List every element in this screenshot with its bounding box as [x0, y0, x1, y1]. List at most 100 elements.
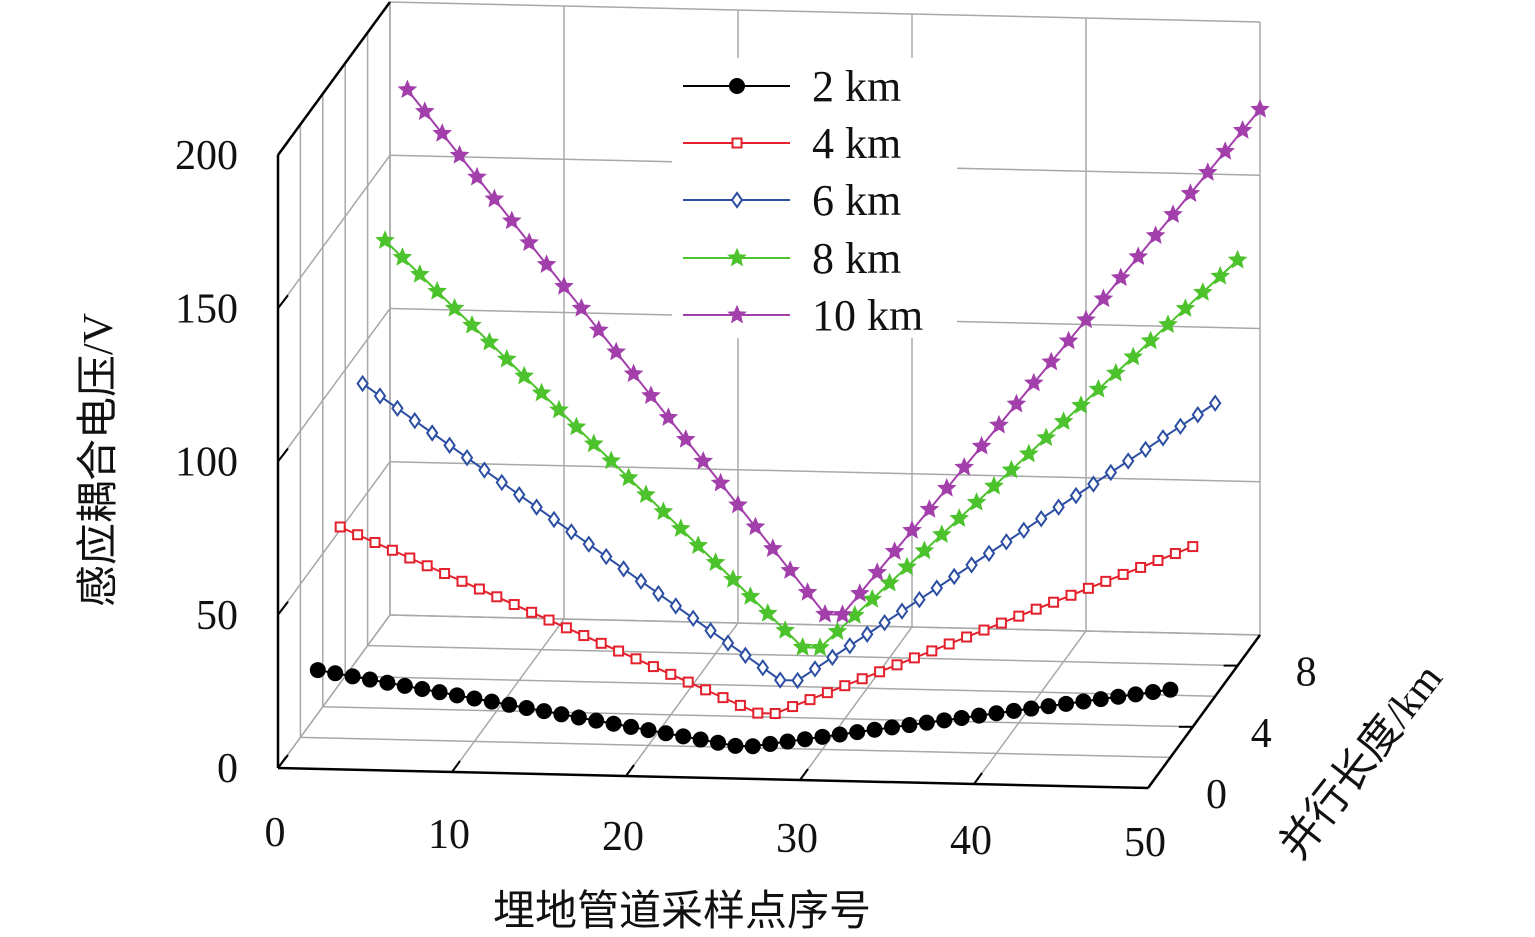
data-point [1110, 267, 1131, 287]
x-tick [451, 760, 461, 773]
floor-gridline [367, 644, 1238, 667]
data-point [652, 584, 665, 603]
data-point [827, 621, 848, 640]
x-tick-label: 50 [1124, 820, 1166, 866]
data-point [1123, 346, 1144, 366]
data-point [745, 516, 766, 536]
data-point [897, 556, 917, 576]
data-point [1005, 702, 1022, 719]
data-point [913, 590, 926, 609]
data-point [414, 681, 431, 698]
data-point [1075, 693, 1092, 710]
left-wall-gridline [277, 154, 391, 309]
x-axis-label: 埋地管道采样点序号 [493, 889, 871, 935]
data-point [947, 567, 961, 586]
legend-label: 10 km [812, 291, 923, 340]
data-point [1139, 440, 1152, 459]
data-point [670, 518, 691, 537]
y-tick [277, 294, 289, 309]
data-point [623, 718, 639, 735]
data-point [965, 556, 978, 574]
data-point [1158, 314, 1178, 334]
data-point [543, 614, 555, 626]
data-point [657, 725, 674, 742]
data-point [1041, 351, 1062, 371]
data-point [443, 436, 456, 455]
data-point [1065, 589, 1077, 601]
y-tick [277, 601, 289, 616]
y-tick [277, 141, 289, 156]
data-point [547, 510, 561, 529]
legend-marker [730, 191, 744, 209]
data-point [1187, 541, 1199, 553]
floor-gridline [389, 614, 1261, 636]
data-point [606, 341, 627, 361]
data-point [456, 575, 468, 587]
data-point [554, 276, 574, 295]
data-point [578, 630, 590, 642]
data-point [1082, 582, 1094, 594]
data-point [971, 435, 992, 455]
data-point [686, 609, 700, 628]
data-point [1192, 282, 1213, 301]
x-tick-label: 0 [265, 810, 286, 856]
data-point [425, 424, 439, 442]
data-point [478, 461, 491, 479]
legend-item: 8 km [683, 234, 901, 283]
data-point [984, 475, 1004, 495]
data-point [536, 254, 557, 273]
data-point [884, 541, 905, 560]
data-point [634, 572, 648, 590]
data-point [582, 535, 596, 553]
data-point [530, 498, 543, 516]
data-point [352, 529, 364, 541]
data-point [467, 166, 487, 186]
data-point [640, 722, 657, 739]
data-point [762, 538, 783, 558]
data-point [444, 298, 465, 317]
data-point [954, 457, 975, 476]
data-point [860, 625, 874, 643]
data-point [566, 416, 587, 436]
data-point [432, 123, 453, 142]
legend-marker [731, 137, 743, 149]
data-point [1092, 691, 1109, 708]
data-point [1071, 395, 1091, 414]
data-point [1174, 417, 1187, 436]
x-tick [625, 764, 635, 777]
series-10km [397, 79, 1270, 624]
data-point [953, 709, 970, 726]
data-point [936, 712, 953, 729]
data-point [531, 382, 552, 402]
data-point [700, 684, 712, 696]
data-point [1117, 568, 1129, 580]
data-point [1152, 554, 1164, 566]
x-axis-line [277, 766, 1149, 790]
x-tick-label: 10 [428, 812, 470, 858]
data-point [1013, 610, 1025, 622]
data-point [914, 540, 935, 560]
data-point [832, 604, 853, 624]
data-point [1088, 379, 1109, 398]
data-point [744, 738, 761, 755]
data-point [386, 544, 398, 556]
data-point [762, 735, 779, 752]
data-point [878, 613, 891, 632]
data-point [636, 484, 656, 504]
data-point [665, 668, 677, 680]
data-point [769, 708, 781, 720]
data-point [379, 674, 396, 691]
y-tick-label: 50 [196, 593, 238, 639]
data-point [1140, 330, 1161, 350]
data-point [495, 473, 509, 492]
data-point [508, 599, 520, 611]
data-point [496, 348, 517, 368]
data-point [1058, 695, 1074, 712]
data-point [1175, 298, 1196, 317]
data-point [804, 694, 816, 706]
data-point [682, 676, 694, 688]
y-tick-label: 150 [175, 286, 238, 332]
data-point [1034, 510, 1048, 528]
